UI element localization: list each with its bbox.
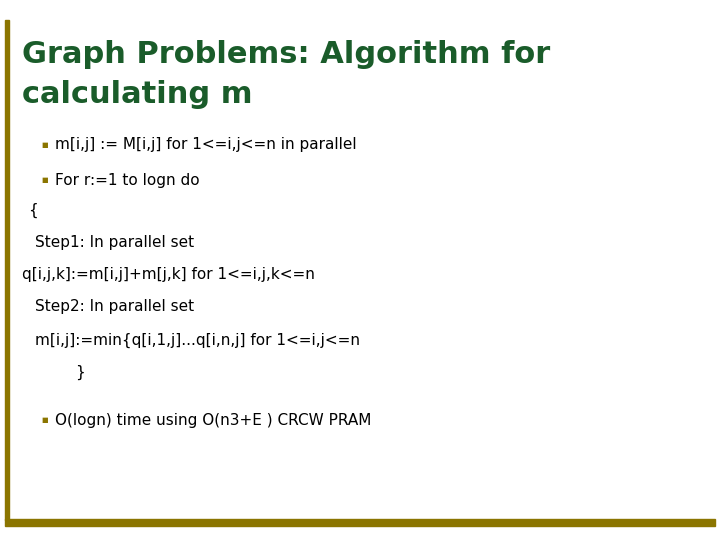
Text: }: } [75, 364, 85, 380]
Text: ■: ■ [41, 142, 48, 148]
Text: Step2: In parallel set: Step2: In parallel set [35, 300, 194, 314]
Text: {: { [28, 202, 37, 218]
Text: q[i,j,k]:=m[i,j]+m[j,k] for 1<=i,j,k<=n: q[i,j,k]:=m[i,j]+m[j,k] for 1<=i,j,k<=n [22, 267, 315, 282]
Text: O(logn) time using O(n3+E ) CRCW PRAM: O(logn) time using O(n3+E ) CRCW PRAM [55, 413, 372, 428]
Text: Graph Problems: Algorithm for: Graph Problems: Algorithm for [22, 40, 550, 69]
Text: Step1: In parallel set: Step1: In parallel set [35, 234, 194, 249]
Text: m[i,j] := M[i,j] for 1<=i,j<=n in parallel: m[i,j] := M[i,j] for 1<=i,j<=n in parall… [55, 138, 356, 152]
Bar [5, 20, 9, 520]
Text: calculating m: calculating m [22, 80, 253, 109]
Text: For r:=1 to logn do: For r:=1 to logn do [55, 172, 199, 187]
Text: ■: ■ [41, 417, 48, 423]
Text: ■: ■ [41, 177, 48, 183]
Text: m[i,j]:=min{q[i,1,j]...q[i,n,j] for 1<=i,j<=n: m[i,j]:=min{q[i,1,j]...q[i,n,j] for 1<=i… [35, 333, 360, 348]
Bar [5, 519, 715, 526]
